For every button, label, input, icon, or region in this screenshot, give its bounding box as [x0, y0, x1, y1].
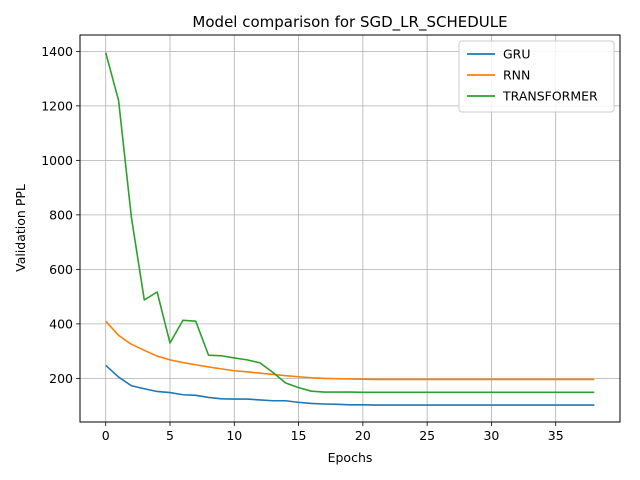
- y-tick-label: 600: [49, 262, 73, 277]
- x-tick-label: 20: [355, 428, 371, 443]
- y-tick-label: 200: [49, 371, 73, 386]
- series-line-rnn: [105, 320, 595, 381]
- x-axis: 0 5 10 15 20 25 30 35: [102, 422, 564, 443]
- series-line-gru: [105, 364, 595, 406]
- plot-frame: [79, 34, 621, 423]
- series-layer: [104, 52, 595, 406]
- y-tick-label: 1000: [41, 153, 73, 168]
- x-tick-label: 10: [226, 428, 242, 443]
- y-tick-label: 800: [49, 207, 73, 222]
- chart-title: Model comparison for SGD_LR_SCHEDULE: [192, 13, 507, 32]
- legend-label-gru: GRU: [503, 47, 531, 62]
- x-tick-label: 30: [483, 428, 499, 443]
- x-tick-label: 25: [419, 428, 435, 443]
- y-tick-label: 1400: [41, 44, 73, 59]
- legend-label-rnn: RNN: [503, 68, 530, 83]
- x-tick-label: 35: [548, 428, 564, 443]
- legend-box: [458, 40, 615, 113]
- y-tick-label: 1200: [41, 98, 73, 113]
- x-tick-label: 5: [166, 428, 174, 443]
- legend-label-transformer: TRANSFORMER: [502, 89, 598, 104]
- y-axis: 200 400 600 800 1000 1200 1400: [41, 44, 80, 386]
- legend: GRU RNN TRANSFORMER: [458, 40, 615, 113]
- y-tick-label: 400: [49, 316, 73, 331]
- x-tick-label: 15: [291, 428, 307, 443]
- x-axis-label: Epochs: [328, 450, 373, 465]
- y-axis-label: Validation PPL: [13, 184, 28, 272]
- series-line-transformer: [104, 52, 595, 394]
- x-tick-label: 0: [102, 428, 110, 443]
